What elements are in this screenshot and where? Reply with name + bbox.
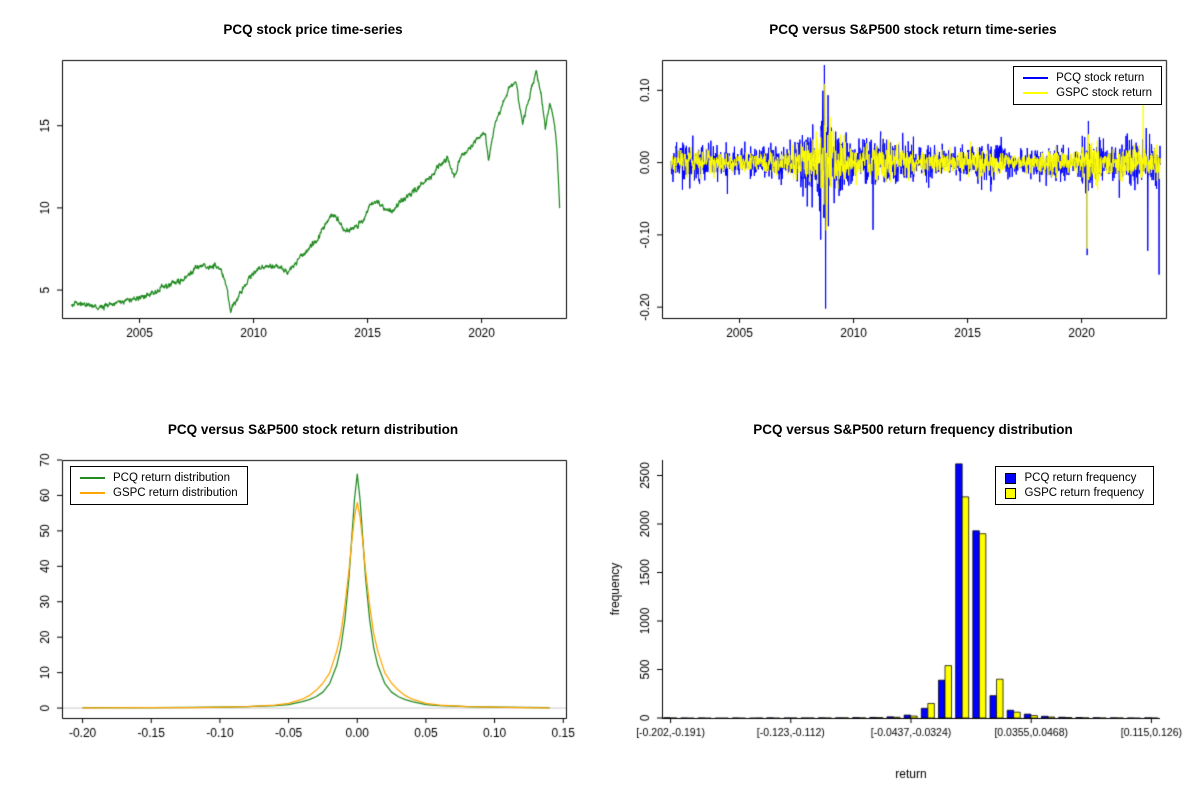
price-timeseries-plot — [0, 0, 600, 400]
return-frequency-title: PCQ versus S&P500 return frequency distr… — [753, 422, 1073, 437]
gspc-frequency-box-swatch — [1005, 487, 1017, 499]
return-frequency-plot — [600, 400, 1200, 800]
chart-cell-return-distribution: PCQ versus S&P500 stock return distribut… — [0, 400, 600, 800]
legend-item-pcq-distribution: PCQ return distribution — [80, 472, 238, 484]
chart-cell-price-timeseries: PCQ stock price time-series — [0, 0, 600, 400]
legend-label-gspc-distribution: GSPC return distribution — [113, 487, 238, 499]
legend-label-gspc-return: GSPC stock return — [1056, 87, 1152, 99]
legend-label-gspc-frequency: GSPC return frequency — [1024, 487, 1144, 499]
chart-cell-return-frequency: PCQ versus S&P500 return frequency distr… — [600, 400, 1200, 800]
legend-label-pcq-distribution: PCQ return distribution — [113, 472, 230, 484]
return-timeseries-title: PCQ versus S&P500 stock return time-seri… — [769, 22, 1057, 37]
return-distribution-plot — [0, 400, 600, 800]
chart-cell-return-timeseries: PCQ versus S&P500 stock return time-seri… — [600, 0, 1200, 400]
return-distribution-legend: PCQ return distribution GSPC return dist… — [70, 466, 248, 505]
legend-item-pcq-frequency: PCQ return frequency — [1005, 472, 1144, 484]
legend-item-pcq-return: PCQ stock return — [1023, 72, 1152, 84]
price-timeseries-title: PCQ stock price time-series — [223, 22, 403, 37]
legend-item-gspc-return: GSPC stock return — [1023, 87, 1152, 99]
return-timeseries-legend: PCQ stock return GSPC stock return — [1013, 66, 1162, 105]
gspc-distribution-line-swatch — [80, 492, 105, 494]
legend-label-pcq-return: PCQ stock return — [1056, 72, 1145, 84]
legend-item-gspc-distribution: GSPC return distribution — [80, 487, 238, 499]
pcq-distribution-line-swatch — [80, 477, 105, 479]
return-timeseries-plot — [600, 0, 1200, 400]
pcq-frequency-box-swatch — [1005, 472, 1017, 484]
return-distribution-title: PCQ versus S&P500 stock return distribut… — [167, 422, 459, 437]
legend-label-pcq-frequency: PCQ return frequency — [1024, 472, 1137, 484]
gspc-return-line-swatch — [1023, 92, 1049, 94]
pcq-return-line-swatch — [1023, 77, 1049, 79]
return-frequency-legend: PCQ return frequency GSPC return frequen… — [995, 466, 1154, 505]
legend-item-gspc-frequency: GSPC return frequency — [1005, 487, 1144, 499]
